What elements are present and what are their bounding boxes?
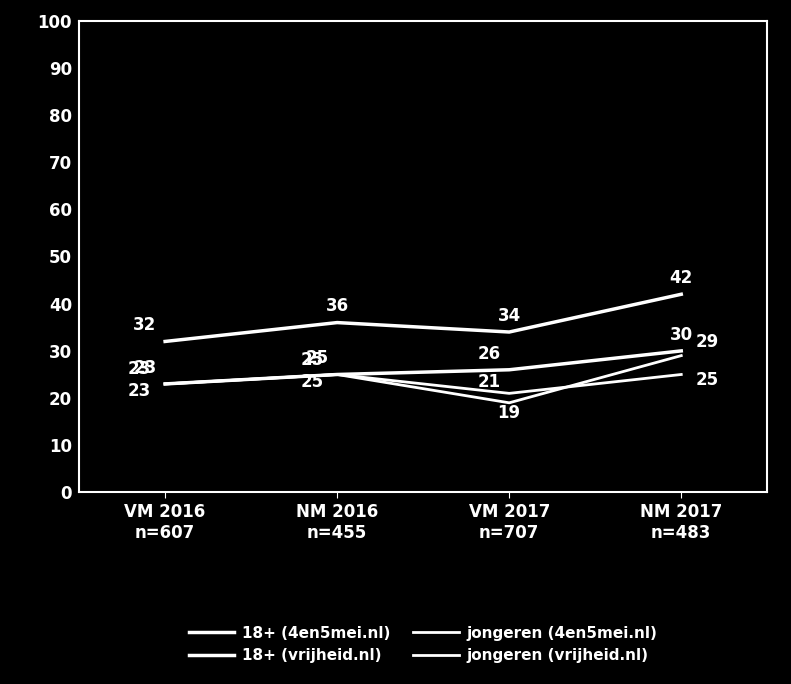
Text: 19: 19 [498,404,520,421]
Text: 30: 30 [670,326,693,344]
Text: 21: 21 [478,373,501,391]
Text: 29: 29 [695,333,719,351]
Text: 25: 25 [301,373,324,391]
Text: 23: 23 [128,360,151,378]
Text: 32: 32 [133,317,157,334]
Text: 23: 23 [133,359,157,377]
Text: 26: 26 [478,345,501,363]
Text: 34: 34 [498,307,520,325]
Text: 36: 36 [326,298,349,315]
Text: 25: 25 [305,350,328,367]
Text: 42: 42 [670,269,693,287]
Text: 25: 25 [695,371,718,389]
Text: 25: 25 [301,351,324,369]
Legend: 18+ (4en5mei.nl), 18+ (vrijheid.nl), jongeren (4en5mei.nl), jongeren (vrijheid.n: 18+ (4en5mei.nl), 18+ (vrijheid.nl), jon… [181,618,665,671]
Text: 23: 23 [128,382,151,400]
